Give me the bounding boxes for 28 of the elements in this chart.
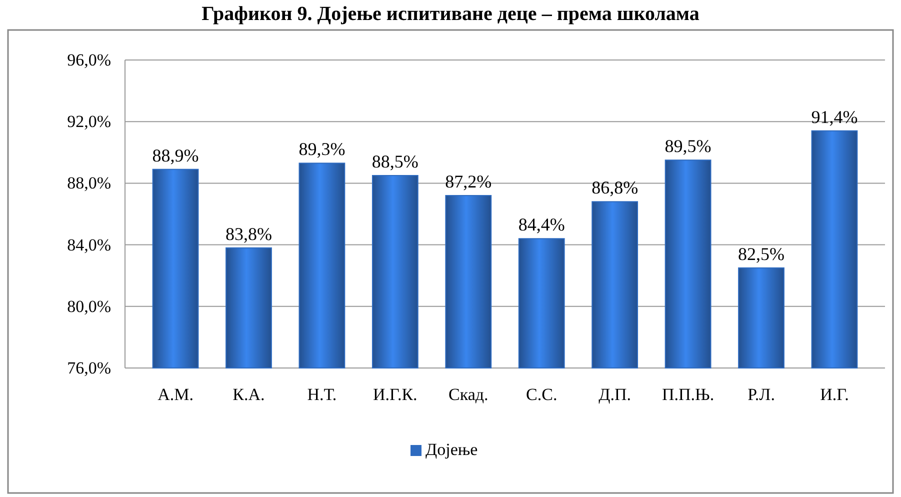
x-tick-label: Н.Т. (307, 385, 337, 404)
x-tick-label: Скад. (448, 385, 488, 404)
data-label: 86,8% (592, 178, 638, 198)
data-label: 87,2% (445, 172, 492, 192)
x-tick-label: И.Г. (820, 385, 849, 404)
y-tick-label: 88,0% (67, 174, 111, 193)
y-tick-label: 96,0% (67, 50, 111, 70)
data-label: 89,3% (298, 139, 346, 160)
data-label: 88,9% (152, 145, 199, 166)
data-label: 89,5% (664, 136, 712, 156)
x-tick-label: Д.П. (598, 385, 632, 404)
data-label: 82,5% (738, 244, 785, 264)
chart-title: Графикон 9. Дојење испитиване деце – према школама (202, 3, 700, 25)
y-tick-label: 84,0% (67, 235, 111, 254)
y-tick-label: 80,0% (67, 296, 111, 316)
x-tick-label: К.А. (232, 385, 265, 404)
x-tick-label: С.С. (526, 385, 558, 404)
y-tick-label: 76,0% (67, 358, 111, 378)
data-label: 84,4% (518, 214, 565, 235)
data-label: 83,8% (225, 224, 272, 244)
x-tick-label: Р.Л. (748, 385, 775, 404)
data-label: 88,5% (372, 152, 418, 172)
x-tick-label: П.П.Њ. (662, 385, 714, 404)
y-tick-label: 92,0% (67, 112, 111, 132)
data-label: 91,4% (811, 106, 858, 127)
x-tick-label: И.Г.К. (373, 385, 418, 404)
legend-label: Дојење (426, 440, 478, 459)
x-tick-label: А.М. (158, 385, 194, 404)
